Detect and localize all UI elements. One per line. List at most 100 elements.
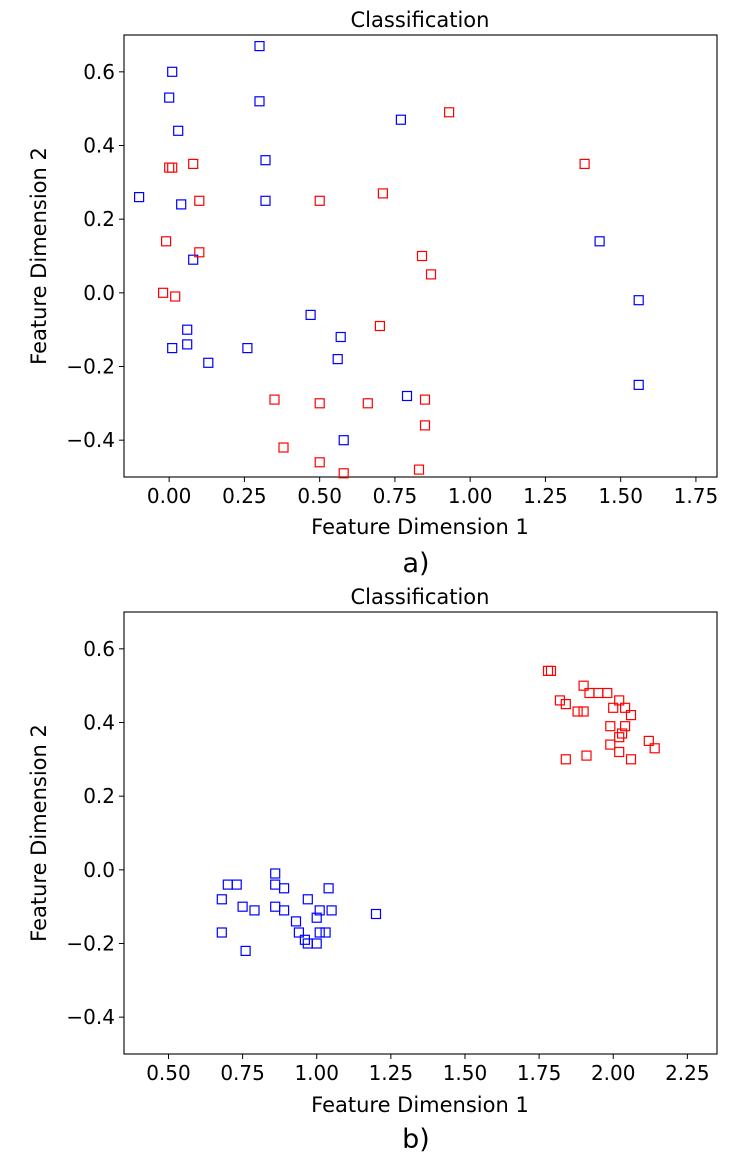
class-blue-point [314, 927, 325, 938]
y-axis-label-a: Feature Dimension 2 [27, 147, 51, 365]
class-blue-point [260, 155, 271, 166]
class-red-point [269, 394, 280, 405]
chart-title-a: Classification [351, 8, 490, 32]
class-red-point [616, 728, 628, 739]
y-tick-label-a: 0.0 [83, 281, 115, 305]
x-tick-label-a: 1.75 [674, 484, 719, 508]
x-tick-label-b: 1.75 [517, 1061, 562, 1085]
class-blue-point [335, 331, 346, 343]
class-blue-point [182, 339, 193, 350]
chart-title-b: Classification [351, 585, 490, 609]
class-red-point [170, 291, 181, 302]
class-red-point [578, 680, 589, 691]
class-blue-point [167, 343, 178, 354]
y-tick-label-b: −0.4 [66, 1005, 115, 1029]
x-tick-label-b: 1.25 [369, 1061, 414, 1085]
class-blue-point [633, 295, 644, 306]
class-red-point [560, 754, 571, 765]
class-red-point [578, 706, 589, 717]
panel-label-b: b) [402, 1124, 430, 1154]
y-tick-label-b: 0.0 [83, 858, 115, 882]
y-axis-label-b: Feature Dimension 2 [27, 724, 51, 942]
class-red-point [608, 702, 619, 713]
class-blue-point [395, 114, 406, 125]
class-red-point [362, 398, 373, 409]
class-red-point [560, 698, 571, 710]
class-red-point [614, 695, 625, 706]
y-tick-label-a: 0.2 [83, 207, 115, 231]
x-tick-label-b: 1.00 [294, 1061, 339, 1085]
class-blue-point [299, 934, 310, 945]
class-blue-point [164, 92, 175, 103]
class-red-point [278, 442, 289, 453]
class-blue-point [176, 199, 187, 210]
class-red-point [413, 464, 425, 475]
class-blue-point [260, 195, 271, 206]
class-red-point [581, 750, 592, 761]
class-blue-point [270, 868, 281, 879]
class-red-point [425, 269, 437, 280]
class-blue-point [231, 879, 242, 890]
x-tick-label-a: 0.00 [147, 484, 192, 508]
y-tick-label-b: 0.2 [83, 784, 115, 808]
panel-label-a: a) [402, 548, 429, 579]
class-blue-point [237, 901, 248, 912]
panel-a: Classification Feature Dimension 1 Featu… [27, 8, 718, 579]
data-points-a [134, 40, 644, 479]
class-blue-point [370, 908, 382, 920]
class-blue-point [290, 916, 302, 927]
x-tick-label-a: 1.00 [448, 484, 493, 508]
class-blue-point [254, 40, 265, 52]
class-blue-point [242, 343, 253, 354]
class-blue-point [401, 390, 413, 402]
y-tick-label-a: 0.4 [83, 134, 115, 158]
plot-frame-b [123, 611, 718, 1055]
class-red-point [314, 457, 325, 468]
class-blue-point [302, 894, 313, 905]
class-red-point [419, 420, 431, 431]
class-red-point [619, 721, 631, 732]
class-blue-point [279, 883, 290, 894]
class-blue-point [279, 905, 290, 916]
class-red-point [194, 195, 205, 206]
x-tick-label-a: 0.25 [222, 484, 267, 508]
class-blue-point [332, 354, 343, 365]
class-blue-point [173, 125, 184, 136]
class-red-point [545, 665, 557, 677]
class-blue-point [216, 927, 227, 938]
class-red-point [314, 398, 325, 409]
class-red-point [625, 709, 637, 721]
class-red-point [194, 247, 205, 258]
x-tick-label-b: 0.50 [146, 1061, 191, 1085]
x-tick-label-a: 1.50 [598, 484, 643, 508]
class-blue-point [305, 309, 316, 320]
class-red-point [649, 743, 660, 754]
class-red-point [602, 687, 613, 699]
class-blue-point [594, 236, 605, 247]
class-red-point [554, 695, 566, 706]
class-red-point [572, 706, 583, 717]
class-blue-point [270, 901, 281, 912]
class-red-point [643, 735, 654, 747]
class-blue-point [311, 938, 322, 949]
class-red-point [614, 746, 625, 758]
x-tick-label-a: 0.50 [297, 484, 342, 508]
class-blue-point [222, 879, 233, 890]
x-axis-label-b: Feature Dimension 1 [311, 1093, 529, 1117]
class-blue-point [216, 894, 227, 905]
plot-frame-a [123, 34, 718, 478]
x-tick-label-b: 0.75 [220, 1061, 265, 1085]
class-blue-point [182, 324, 193, 335]
class-red-point [444, 107, 455, 118]
class-red-point [167, 162, 178, 173]
class-blue-point [203, 357, 214, 368]
class-blue-point [302, 938, 313, 949]
class-red-point [164, 162, 175, 173]
class-red-point [188, 158, 199, 169]
class-red-point [605, 721, 616, 732]
y-tick-label-a: −0.4 [66, 428, 115, 452]
class-red-point [416, 250, 428, 262]
x-tick-label-b: 1.50 [443, 1061, 488, 1085]
class-red-point [419, 394, 431, 405]
